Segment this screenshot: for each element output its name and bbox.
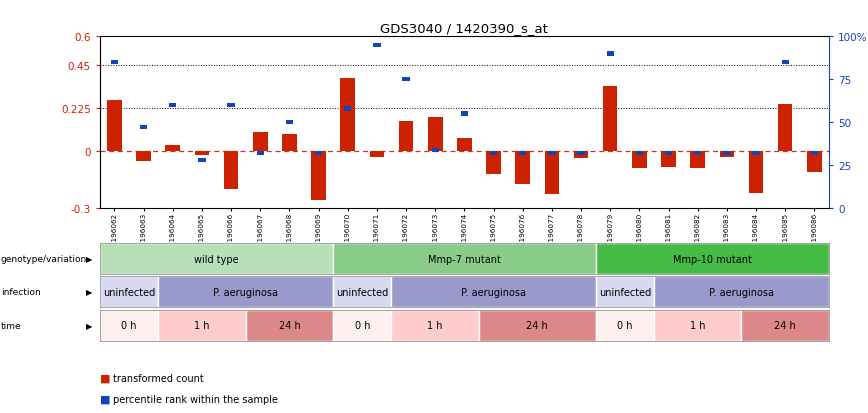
Bar — [315, 152, 322, 156]
Bar — [635, 152, 643, 156]
Bar — [136, 152, 151, 162]
Bar — [373, 44, 380, 48]
Title: GDS3040 / 1420390_s_at: GDS3040 / 1420390_s_at — [380, 21, 549, 35]
Text: P. aeruginosa: P. aeruginosa — [709, 287, 774, 297]
Bar — [811, 152, 818, 156]
Bar — [282, 134, 297, 152]
Text: 24 h: 24 h — [774, 320, 796, 330]
Text: P. aeruginosa: P. aeruginosa — [214, 287, 278, 297]
Text: time: time — [1, 321, 22, 330]
Bar — [227, 104, 234, 108]
Bar — [720, 152, 734, 157]
Bar — [753, 152, 760, 156]
Bar — [603, 87, 617, 152]
Text: 0 h: 0 h — [617, 320, 633, 330]
Bar — [665, 152, 672, 156]
Bar — [253, 133, 267, 152]
Bar — [340, 79, 355, 152]
Bar — [486, 152, 501, 174]
Text: ▶: ▶ — [86, 288, 93, 297]
Bar — [519, 152, 526, 156]
Text: 24 h: 24 h — [526, 320, 549, 330]
Text: uninfected: uninfected — [336, 287, 388, 297]
Text: infection: infection — [1, 288, 41, 297]
Bar — [100, 244, 333, 275]
Bar — [595, 244, 829, 275]
Bar — [246, 310, 333, 341]
Bar — [574, 152, 589, 159]
Bar — [479, 310, 595, 341]
Bar — [723, 152, 731, 156]
Bar — [595, 310, 654, 341]
Bar — [577, 152, 585, 156]
Bar — [194, 152, 209, 155]
Bar — [257, 152, 264, 156]
Bar — [169, 104, 176, 108]
Bar — [431, 148, 439, 152]
Bar — [140, 126, 148, 130]
Bar — [595, 277, 654, 308]
Bar — [778, 105, 792, 152]
Text: Mmp-10 mutant: Mmp-10 mutant — [673, 254, 752, 264]
Text: transformed count: transformed count — [113, 373, 204, 383]
Bar — [158, 277, 333, 308]
Text: percentile rank within the sample: percentile rank within the sample — [113, 394, 278, 404]
Bar — [607, 52, 614, 57]
Text: ■: ■ — [100, 373, 110, 383]
Text: genotype/variation: genotype/variation — [1, 255, 87, 263]
Bar — [370, 152, 385, 157]
Bar — [549, 152, 556, 156]
Bar — [158, 310, 246, 341]
Bar — [690, 152, 705, 169]
Bar — [654, 310, 741, 341]
Text: ▶: ▶ — [86, 255, 93, 263]
Bar — [428, 118, 443, 152]
Bar — [111, 61, 118, 65]
Bar — [654, 277, 829, 308]
Bar — [286, 121, 293, 125]
Bar — [344, 107, 352, 111]
Bar — [661, 152, 676, 168]
Bar — [516, 152, 530, 185]
Bar — [749, 152, 763, 193]
Bar — [398, 122, 413, 152]
Bar — [781, 61, 789, 65]
Text: Mmp-7 mutant: Mmp-7 mutant — [428, 254, 501, 264]
Bar — [461, 112, 468, 116]
Bar — [333, 277, 391, 308]
Text: ■: ■ — [100, 394, 110, 404]
Text: 0 h: 0 h — [354, 320, 370, 330]
Bar — [166, 146, 180, 152]
Bar — [544, 152, 559, 194]
Text: uninfected: uninfected — [103, 287, 155, 297]
Bar — [100, 277, 158, 308]
Text: 1 h: 1 h — [690, 320, 706, 330]
Bar — [312, 152, 326, 201]
Bar — [391, 277, 595, 308]
Bar — [632, 152, 647, 169]
Bar — [107, 101, 122, 152]
Text: 1 h: 1 h — [427, 320, 443, 330]
Text: 1 h: 1 h — [194, 320, 210, 330]
Bar — [490, 152, 497, 156]
Bar — [403, 78, 410, 82]
Bar — [807, 152, 822, 172]
Bar — [741, 310, 829, 341]
Bar — [391, 310, 479, 341]
Text: 24 h: 24 h — [279, 320, 300, 330]
Text: wild type: wild type — [194, 254, 239, 264]
Text: ▶: ▶ — [86, 321, 93, 330]
Bar — [224, 152, 239, 190]
Bar — [457, 139, 471, 152]
Bar — [333, 244, 595, 275]
Bar — [100, 310, 158, 341]
Bar — [694, 152, 701, 156]
Bar — [198, 159, 206, 163]
Bar — [333, 310, 391, 341]
Text: 0 h: 0 h — [122, 320, 137, 330]
Text: uninfected: uninfected — [599, 287, 651, 297]
Text: P. aeruginosa: P. aeruginosa — [461, 287, 526, 297]
